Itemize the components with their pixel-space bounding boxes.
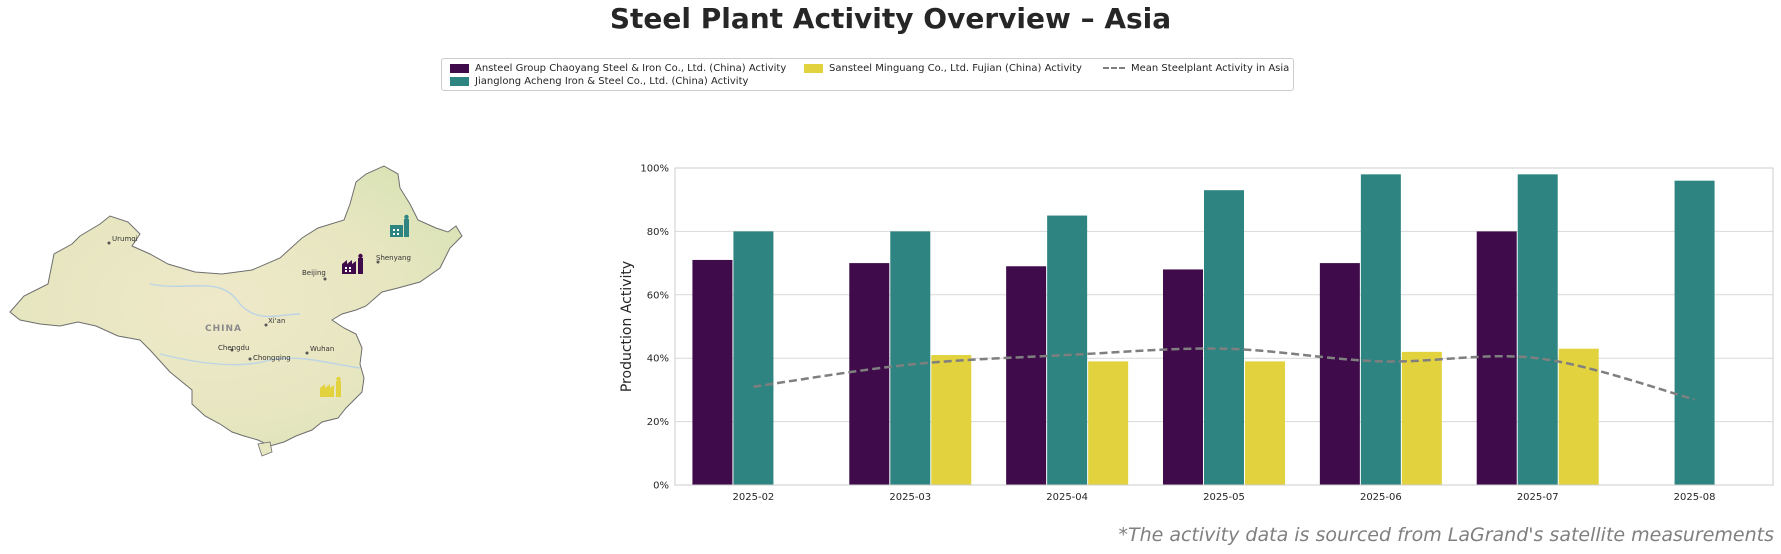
x-tick-label: 2025-06: [1360, 492, 1402, 500]
city-label-beijing: Beijing: [302, 269, 326, 277]
y-tick-label: 100%: [640, 164, 669, 175]
china-map: Urumqi Beijing Shenyang Xi'an Chengdu Ch…: [9, 165, 463, 457]
y-axis-label: Production Activity: [619, 261, 635, 392]
bar-jianglong: [1517, 174, 1558, 485]
chart-legend: Ansteel Group Chaoyang Steel & Iron Co.,…: [441, 58, 1294, 91]
yangtze-river: [159, 353, 361, 369]
x-tick-label: 2025-02: [733, 492, 775, 500]
bar-ansteel: [1476, 231, 1517, 485]
bar-jianglong: [1674, 180, 1715, 485]
bar-jianglong: [733, 231, 774, 485]
bar-jianglong: [890, 231, 931, 485]
legend-dash-mean: [1103, 67, 1125, 69]
legend-label-jianglong: Jianglong Acheng Iron & Steel Co., Ltd. …: [475, 75, 749, 87]
y-tick-label: 40%: [647, 354, 669, 365]
mean-activity-line: [753, 347, 1695, 401]
legend-label-ansteel: Ansteel Group Chaoyang Steel & Iron Co.,…: [475, 62, 787, 74]
jianglong-plant-icon: [390, 214, 409, 237]
hainan-island: [257, 441, 273, 457]
y-tick-label: 20%: [647, 417, 669, 428]
bar-ansteel: [1163, 269, 1203, 485]
x-tick-label: 2025-07: [1517, 492, 1559, 500]
city-label-shenyang: Shenyang: [376, 254, 411, 262]
bar-sansteel: [1558, 348, 1599, 485]
legend-label-mean: Mean Steelplant Activity in Asia: [1131, 62, 1290, 74]
bar-series: [692, 174, 1715, 486]
legend-swatch-jianglong: [450, 76, 469, 86]
legend-swatch-ansteel: [450, 63, 469, 73]
city-label-wuhan: Wuhan: [310, 345, 334, 353]
city-label-urumqi: Urumqi: [112, 235, 138, 243]
legend-item-sansteel: Sansteel Minguang Co., Ltd. Fujian (Chin…: [804, 61, 1082, 75]
bar-sansteel: [1245, 361, 1285, 485]
bar-ansteel: [1006, 266, 1047, 485]
page-title: Steel Plant Activity Overview – Asia: [609, 2, 1172, 35]
legend-item-mean: Mean Steelplant Activity in Asia: [1103, 61, 1289, 75]
y-tick-label: 0%: [653, 481, 669, 492]
legend-item-ansteel: Ansteel Group Chaoyang Steel & Iron Co.,…: [450, 61, 786, 75]
china-outline: [9, 165, 463, 447]
y-tick-label: 80%: [647, 227, 669, 238]
city-label-xian: Xi'an: [268, 317, 285, 325]
mean-line-layer: [753, 347, 1695, 401]
x-tick-label: 2025-03: [889, 492, 931, 500]
bar-ansteel: [1319, 263, 1360, 485]
bar-ansteel: [692, 259, 733, 485]
yellow-river: [149, 283, 301, 318]
x-tick-labels: 2025-02 2025-03 2025-04 2025-05 2025-06 2025-…: [733, 492, 1716, 500]
legend-swatch-sansteel: [804, 63, 823, 73]
country-label: CHINA: [205, 324, 242, 334]
ansteel-plant-icon: [342, 253, 363, 274]
activity-bar-chart: 0% 20% 40% 60% 80% 100% 2025-02 2025-03 2025-04…: [619, 164, 1774, 500]
source-note: *The activity data is sourced from LaGra…: [1118, 524, 1774, 546]
x-tick-label: 2025-04: [1046, 492, 1088, 500]
sansteel-plant-icon: [320, 376, 341, 397]
bar-sansteel: [931, 355, 972, 485]
y-tick-label: 60%: [647, 290, 669, 301]
city-label-chongqing: Chongqing: [253, 354, 291, 362]
x-tick-label: 2025-05: [1203, 492, 1245, 500]
bar-jianglong: [1047, 215, 1088, 486]
bar-jianglong: [1360, 174, 1401, 485]
legend-label-sansteel: Sansteel Minguang Co., Ltd. Fujian (Chin…: [829, 62, 1082, 74]
x-tick-label: 2025-08: [1674, 492, 1716, 500]
bar-ansteel: [849, 263, 890, 485]
legend-item-jianglong: Jianglong Acheng Iron & Steel Co., Ltd. …: [450, 74, 748, 88]
y-tick-labels: 0% 20% 40% 60% 80% 100%: [640, 164, 669, 492]
bar-jianglong: [1204, 190, 1244, 485]
bar-sansteel: [1401, 351, 1442, 485]
bar-sansteel: [1088, 361, 1129, 485]
plot-frame: [674, 167, 1774, 486]
city-label-chengdu: Chengdu: [218, 344, 249, 352]
